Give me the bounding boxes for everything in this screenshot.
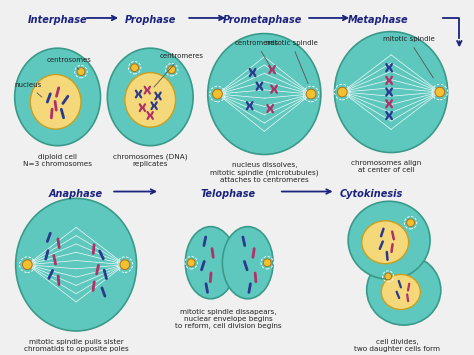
Text: nucleus dissolves,
mitotic spindle (microtubules)
attaches to centromeres: nucleus dissolves, mitotic spindle (micr… — [210, 162, 319, 183]
Text: Prophase: Prophase — [125, 15, 176, 25]
Ellipse shape — [435, 87, 445, 97]
Ellipse shape — [381, 274, 420, 310]
Ellipse shape — [335, 32, 447, 153]
Text: mitotic spindle pulls sister
chromatids to opposite poles: mitotic spindle pulls sister chromatids … — [24, 339, 128, 352]
Ellipse shape — [269, 108, 271, 109]
Ellipse shape — [149, 115, 151, 116]
Text: Telophase: Telophase — [201, 189, 256, 198]
Text: chromosomes (DNA)
replicates: chromosomes (DNA) replicates — [113, 153, 188, 167]
Ellipse shape — [125, 72, 175, 127]
Ellipse shape — [131, 64, 138, 72]
Ellipse shape — [157, 95, 159, 97]
Text: Metaphase: Metaphase — [348, 15, 409, 25]
Ellipse shape — [367, 255, 441, 325]
Text: Interphase: Interphase — [28, 15, 87, 25]
Ellipse shape — [30, 75, 81, 129]
Ellipse shape — [264, 259, 271, 267]
Ellipse shape — [16, 198, 137, 331]
Ellipse shape — [388, 67, 390, 69]
Ellipse shape — [168, 66, 175, 73]
Ellipse shape — [348, 201, 430, 279]
Text: mitotic spindle: mitotic spindle — [383, 37, 435, 78]
Ellipse shape — [120, 260, 130, 269]
Text: mitotic spindle: mitotic spindle — [266, 40, 318, 84]
Ellipse shape — [337, 87, 347, 97]
Ellipse shape — [185, 226, 236, 299]
Ellipse shape — [154, 105, 155, 106]
Ellipse shape — [259, 86, 260, 87]
Ellipse shape — [362, 221, 409, 264]
Text: Anaphase: Anaphase — [49, 189, 103, 198]
Ellipse shape — [138, 93, 139, 95]
Ellipse shape — [107, 48, 193, 146]
Ellipse shape — [388, 115, 390, 116]
Text: chromosomes align
at center of cell: chromosomes align at center of cell — [351, 160, 421, 173]
Ellipse shape — [222, 226, 273, 299]
Text: centromeres: centromeres — [154, 53, 203, 87]
Text: centromeres: centromeres — [235, 40, 279, 67]
Ellipse shape — [252, 72, 253, 73]
Ellipse shape — [249, 105, 250, 106]
Ellipse shape — [272, 69, 273, 70]
Text: diploid cell
N=3 chromosomes: diploid cell N=3 chromosomes — [23, 153, 92, 166]
Ellipse shape — [77, 68, 85, 76]
Ellipse shape — [388, 91, 390, 93]
Ellipse shape — [385, 273, 392, 280]
Ellipse shape — [407, 219, 414, 226]
Ellipse shape — [208, 34, 321, 154]
Text: centrosomes: centrosomes — [47, 57, 92, 70]
Ellipse shape — [213, 89, 222, 99]
Text: Prometaphase: Prometaphase — [223, 15, 302, 25]
Ellipse shape — [388, 103, 390, 104]
Ellipse shape — [187, 259, 195, 267]
Text: mitotic spindle dissapears,
nuclear envelope begins
to reform, cell division beg: mitotic spindle dissapears, nuclear enve… — [175, 308, 282, 328]
Ellipse shape — [388, 80, 390, 81]
Ellipse shape — [142, 107, 143, 108]
Text: Cytokinesis: Cytokinesis — [340, 189, 403, 198]
Text: cell divides,
two daughter cells form: cell divides, two daughter cells form — [354, 339, 440, 352]
Text: nucleus: nucleus — [15, 82, 42, 97]
Ellipse shape — [15, 48, 100, 146]
Ellipse shape — [273, 88, 275, 90]
Ellipse shape — [306, 89, 316, 99]
Ellipse shape — [22, 260, 32, 269]
Ellipse shape — [146, 89, 148, 91]
